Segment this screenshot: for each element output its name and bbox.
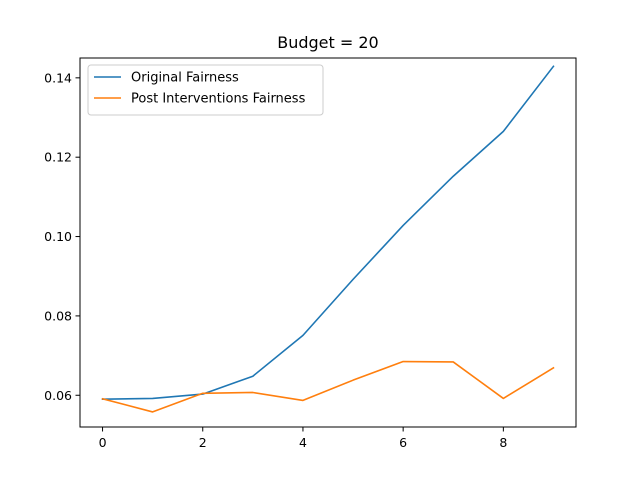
series-1-point (553, 367, 555, 369)
legend-box (87, 64, 324, 116)
y-tick-label: 0.08 (44, 308, 72, 323)
y-tick-label: 0.12 (44, 150, 72, 165)
series-0-point (352, 279, 354, 281)
series-1-point (402, 361, 404, 363)
x-tick-label: 4 (299, 435, 307, 450)
series-0-point (452, 175, 454, 177)
plot-frame (79, 57, 577, 428)
series-1-point (452, 361, 454, 363)
x-tick-label: 6 (399, 435, 407, 450)
series-line-1 (101, 360, 555, 413)
series-1-point (252, 392, 254, 394)
axis-ticks: 0 2 4 6 8 0.06 0.08 0.10 0.12 0.14 (44, 70, 507, 450)
series-1-point (352, 379, 354, 381)
legend: Original Fairness Post Interventions Fair… (87, 64, 324, 116)
plot-area (101, 65, 555, 413)
legend-label-1: Post Interventions Fairness (131, 92, 306, 107)
series-0-point (402, 225, 404, 227)
chart-title: Budget = 20 (277, 33, 378, 52)
x-tick-label: 8 (499, 435, 507, 450)
x-tick-label: 0 (99, 435, 107, 450)
series-line-0 (101, 65, 555, 401)
series-0-point (252, 375, 254, 377)
series-1-point (102, 398, 104, 400)
y-tick-label: 0.06 (44, 388, 72, 403)
series-0-point (503, 131, 505, 133)
series-0-point (302, 335, 304, 337)
series-1-point (503, 398, 505, 400)
y-tick-label: 0.14 (44, 70, 72, 85)
x-tick-label: 2 (199, 435, 207, 450)
y-tick-label: 0.10 (44, 229, 72, 244)
legend-label-0: Original Fairness (131, 71, 239, 86)
series-0-point (553, 66, 555, 68)
series-0-point (152, 398, 154, 400)
series-1-point (302, 400, 304, 402)
series-1-point (202, 392, 204, 394)
series-1-point (152, 411, 154, 413)
